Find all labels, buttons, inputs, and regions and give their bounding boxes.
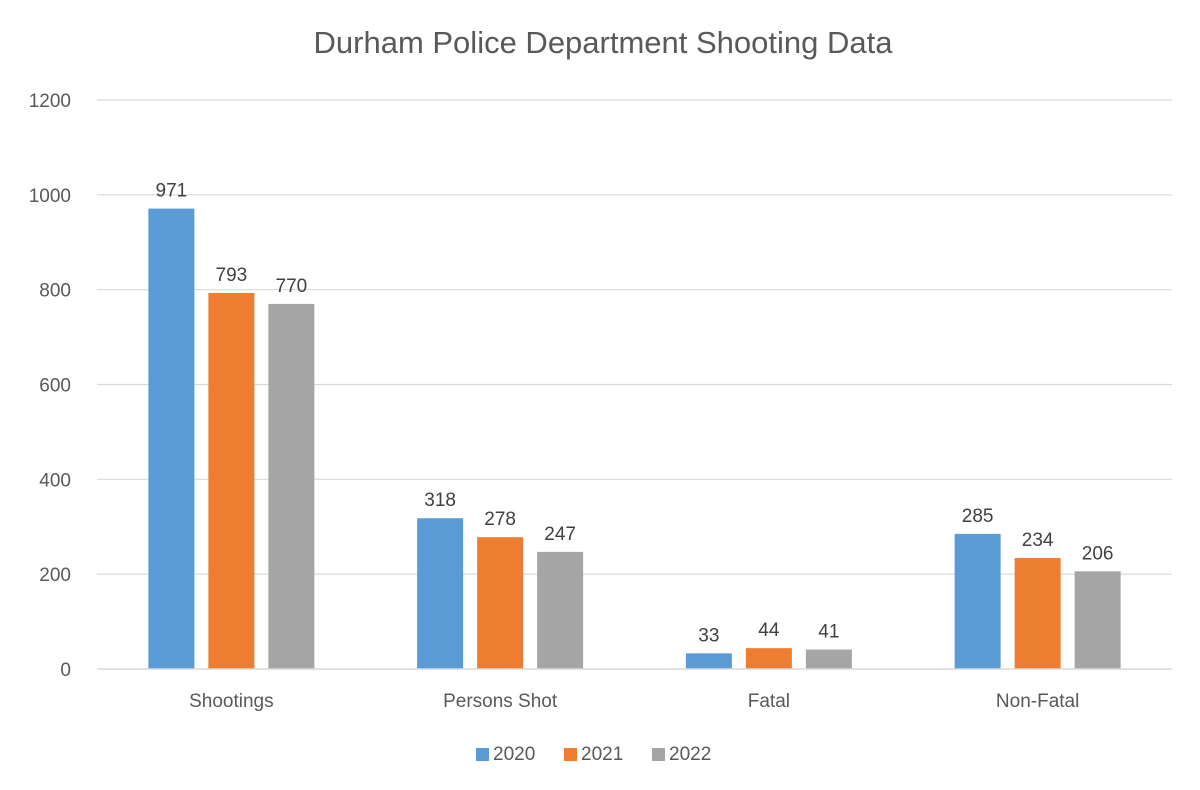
bar-2022-shootings xyxy=(268,303,315,669)
bar-2021-non-fatal xyxy=(1014,558,1061,669)
data-label: 793 xyxy=(216,265,248,286)
legend-label-2021: 2021 xyxy=(581,744,623,765)
bar-2020-fatal xyxy=(685,653,732,669)
data-label: 278 xyxy=(484,509,516,530)
y-tick-label: 1000 xyxy=(29,186,71,207)
bars xyxy=(148,208,1121,669)
legend-swatch-2022 xyxy=(652,748,665,761)
data-label: 33 xyxy=(698,625,719,646)
legend-label-2020: 2020 xyxy=(493,744,535,765)
bar-2020-non-fatal xyxy=(954,533,1001,669)
gridlines xyxy=(97,99,1172,575)
data-label: 206 xyxy=(1082,543,1114,564)
data-label: 285 xyxy=(962,506,994,527)
legend-label-2022: 2022 xyxy=(669,744,711,765)
bar-2021-fatal xyxy=(745,648,792,669)
data-label: 44 xyxy=(758,620,780,641)
bar-2020-persons-shot xyxy=(417,518,464,669)
x-tick-label: Persons Shot xyxy=(443,691,558,712)
data-label: 971 xyxy=(156,181,188,202)
data-label: 234 xyxy=(1022,530,1054,551)
x-tick-label: Non-Fatal xyxy=(996,691,1079,712)
data-label: 318 xyxy=(424,490,456,511)
legend: 2020 2021 2022 xyxy=(476,744,711,765)
legend-swatch-2021 xyxy=(564,748,577,761)
legend-swatch-2020 xyxy=(476,748,489,761)
axes: 0 200 400 600 800 1000 1200 Shootings Persons Sh… xyxy=(29,91,1172,712)
bar-2022-non-fatal xyxy=(1074,571,1121,669)
bar-2022-fatal xyxy=(805,649,852,669)
data-label: 247 xyxy=(544,524,576,545)
y-tick-label: 400 xyxy=(39,470,71,491)
bar-2021-persons-shot xyxy=(477,537,524,669)
y-tick-label: 0 xyxy=(60,660,71,681)
bar-2021-shootings xyxy=(208,292,255,669)
x-tick-label: Fatal xyxy=(748,691,790,712)
data-label: 41 xyxy=(818,622,839,643)
y-tick-label: 1200 xyxy=(29,91,71,112)
bar-2020-shootings xyxy=(148,208,195,669)
y-tick-label: 800 xyxy=(39,281,71,302)
data-label: 770 xyxy=(276,276,308,297)
x-tick-label: Shootings xyxy=(189,691,274,712)
y-tick-label: 600 xyxy=(39,376,71,397)
chart-title: Durham Police Department Shooting Data xyxy=(314,25,894,60)
data-labels: 971 793 770 318 278 247 33 44 41 285 234 206 xyxy=(156,181,1114,647)
bar-2022-persons-shot xyxy=(537,551,584,669)
y-tick-label: 200 xyxy=(39,565,71,586)
